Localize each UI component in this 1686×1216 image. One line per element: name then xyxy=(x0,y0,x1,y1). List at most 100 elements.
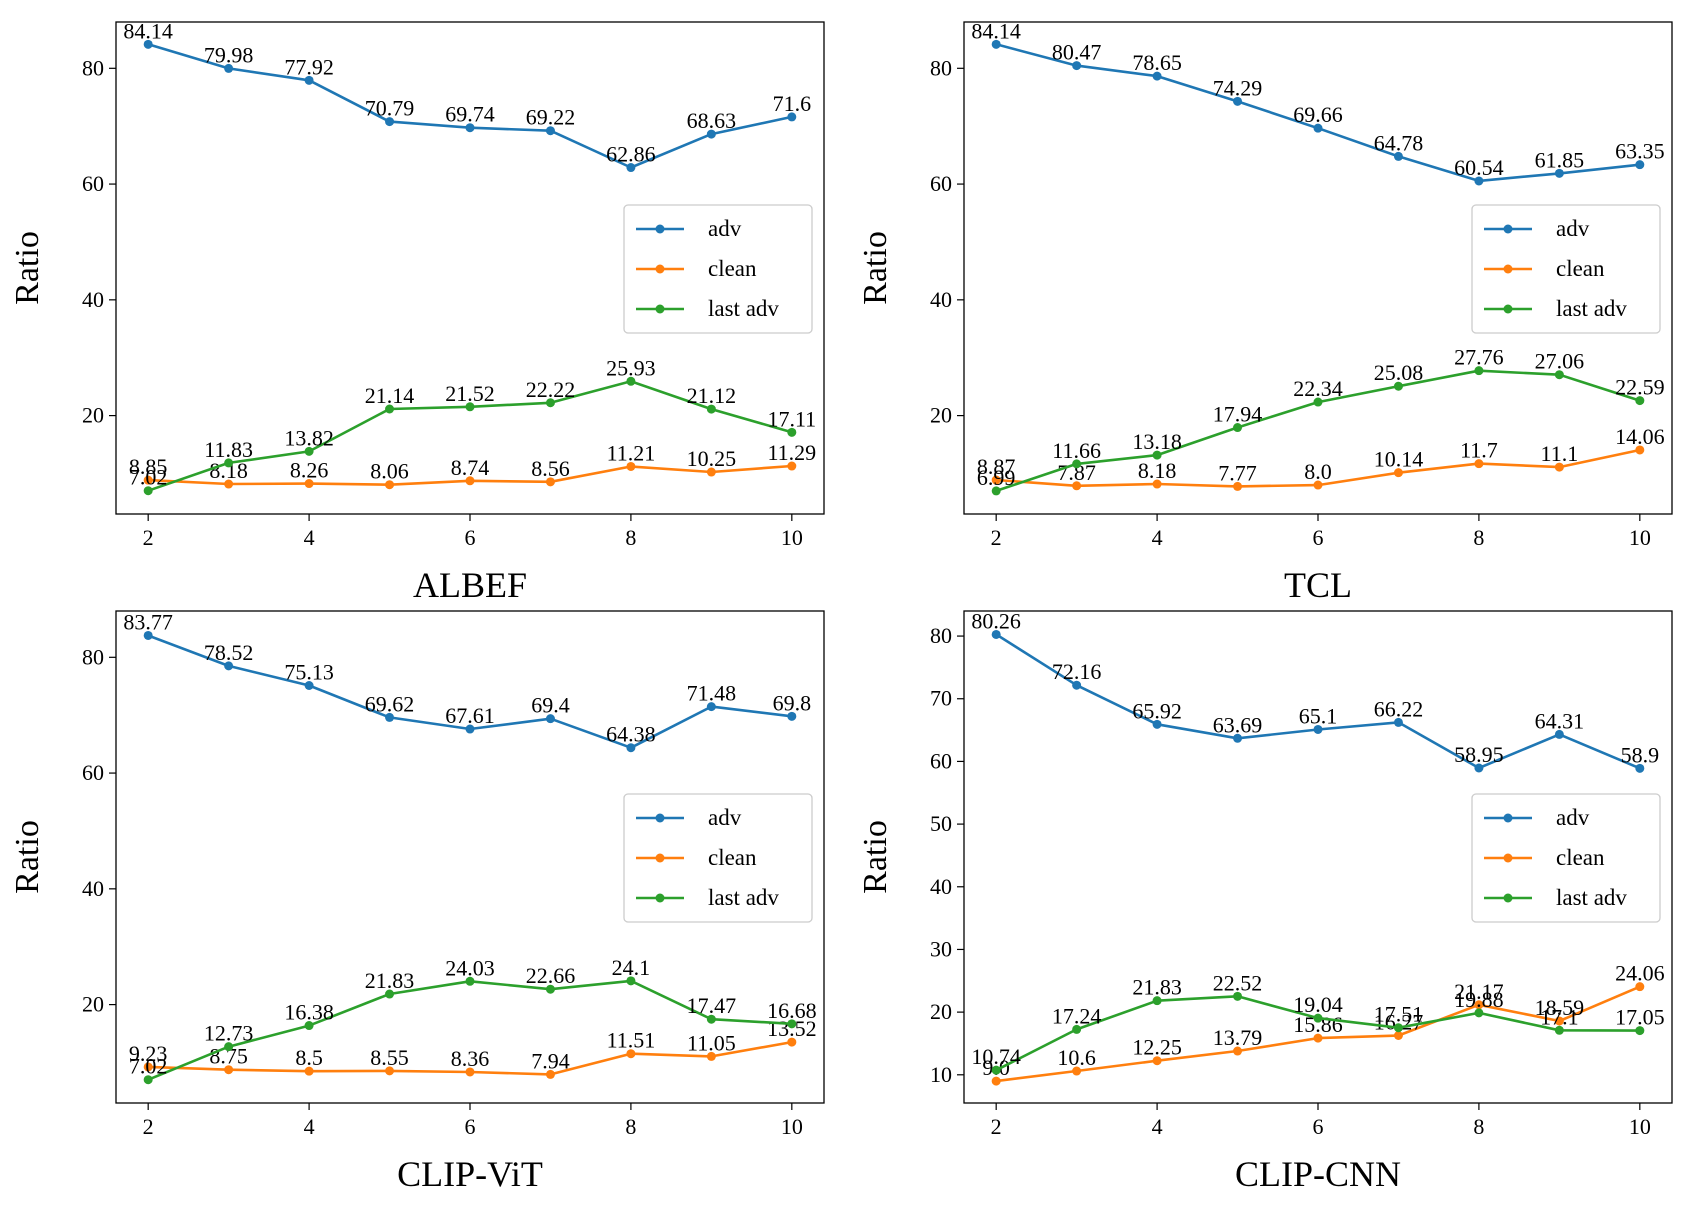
data-label: 8.26 xyxy=(290,458,329,483)
data-label: 24.06 xyxy=(1615,961,1665,986)
legend-entry-label: clean xyxy=(708,845,757,870)
data-label: 21.17 xyxy=(1454,979,1504,1004)
data-label: 69.66 xyxy=(1293,102,1343,127)
data-label: 22.66 xyxy=(526,963,576,988)
data-point xyxy=(1152,479,1162,489)
data-label: 7.02 xyxy=(129,465,168,490)
data-label: 18.59 xyxy=(1535,995,1585,1020)
legend-marker xyxy=(1503,224,1513,234)
data-point xyxy=(385,404,395,414)
data-point xyxy=(1233,733,1243,743)
data-point xyxy=(1393,381,1403,391)
y-tick-label: 20 xyxy=(82,992,104,1017)
data-label: 21.83 xyxy=(365,968,415,993)
data-label: 8.74 xyxy=(451,455,490,480)
data-point xyxy=(143,486,153,496)
data-point xyxy=(706,1051,716,1061)
data-label: 24.03 xyxy=(445,955,495,980)
data-point xyxy=(1072,1066,1082,1076)
data-point xyxy=(1313,724,1323,734)
data-point xyxy=(545,477,555,487)
legend-entry-label: clean xyxy=(708,256,757,281)
x-tick-label: 8 xyxy=(1473,1114,1484,1139)
y-tick-label: 40 xyxy=(82,876,104,901)
legend-marker xyxy=(655,264,665,274)
data-label: 16.38 xyxy=(284,1000,334,1025)
data-label: 11.1 xyxy=(1541,441,1579,466)
data-label: 27.76 xyxy=(1454,345,1504,370)
data-label: 69.62 xyxy=(365,691,415,716)
legend-entry-label: last adv xyxy=(1556,885,1627,910)
data-point xyxy=(1635,1026,1645,1036)
data-point xyxy=(787,711,797,721)
data-label: 80.47 xyxy=(1052,40,1102,65)
y-axis-label: Ratio xyxy=(9,231,46,305)
data-point xyxy=(1474,459,1484,469)
data-point xyxy=(224,661,234,671)
x-tick-label: 6 xyxy=(465,1114,476,1139)
legend-entry-label: adv xyxy=(1556,805,1590,830)
legend-marker xyxy=(1503,893,1513,903)
x-axis-label: CLIP-CNN xyxy=(1235,1154,1401,1194)
data-point xyxy=(706,1014,716,1024)
data-point xyxy=(1152,719,1162,729)
x-tick-label: 6 xyxy=(1313,525,1324,550)
data-point xyxy=(626,1049,636,1059)
y-tick-label: 40 xyxy=(930,287,952,312)
y-tick-label: 20 xyxy=(82,403,104,428)
data-label: 11.66 xyxy=(1052,438,1101,463)
x-tick-label: 10 xyxy=(1629,525,1651,550)
data-label: 78.52 xyxy=(204,640,254,665)
data-point xyxy=(545,398,555,408)
data-point xyxy=(626,976,636,986)
data-point xyxy=(626,376,636,386)
x-tick-label: 4 xyxy=(304,525,315,550)
data-point xyxy=(991,1076,1001,1086)
data-label: 61.85 xyxy=(1535,147,1585,172)
data-point xyxy=(385,480,395,490)
data-label: 17.94 xyxy=(1213,402,1263,427)
series-line-adv xyxy=(994,633,1642,770)
data-label: 69.22 xyxy=(526,105,576,130)
data-point xyxy=(385,989,395,999)
x-tick-label: 4 xyxy=(1152,1114,1163,1139)
data-label: 10.6 xyxy=(1057,1045,1096,1070)
data-point xyxy=(787,1019,797,1029)
y-axis-label: Ratio xyxy=(9,820,46,894)
data-label: 11.83 xyxy=(204,437,253,462)
x-axis-label: CLIP-ViT xyxy=(397,1154,543,1194)
data-label: 8.06 xyxy=(370,459,409,484)
data-point xyxy=(224,63,234,73)
data-point xyxy=(224,1065,234,1075)
data-label: 8.36 xyxy=(451,1046,490,1071)
data-point xyxy=(1072,481,1082,491)
y-tick-label: 40 xyxy=(930,874,952,899)
legend: adv clean last adv xyxy=(623,204,813,334)
data-label: 62.86 xyxy=(606,142,656,167)
data-point xyxy=(143,630,153,640)
data-label: 8.5 xyxy=(295,1045,323,1070)
data-point xyxy=(1474,1000,1484,1010)
data-point xyxy=(545,126,555,136)
legend-marker xyxy=(655,813,665,823)
data-point xyxy=(1313,1033,1323,1043)
data-label: 13.18 xyxy=(1132,429,1182,454)
x-tick-label: 2 xyxy=(143,1114,154,1139)
data-point xyxy=(1554,729,1564,739)
y-axis-label: Ratio xyxy=(857,820,894,894)
data-point xyxy=(1554,370,1564,380)
data-label: 64.38 xyxy=(606,722,656,747)
data-label: 21.12 xyxy=(687,383,737,408)
data-point xyxy=(1393,1023,1403,1033)
y-tick-label: 20 xyxy=(930,403,952,428)
data-point xyxy=(1152,996,1162,1006)
data-label: 21.52 xyxy=(445,381,495,406)
data-label: 8.56 xyxy=(531,456,570,481)
data-label: 58.95 xyxy=(1454,742,1504,767)
data-point xyxy=(1393,717,1403,727)
data-label: 7.02 xyxy=(129,1054,168,1079)
data-point xyxy=(991,39,1001,49)
x-tick-label: 8 xyxy=(1473,525,1484,550)
data-label: 11.7 xyxy=(1460,438,1498,463)
